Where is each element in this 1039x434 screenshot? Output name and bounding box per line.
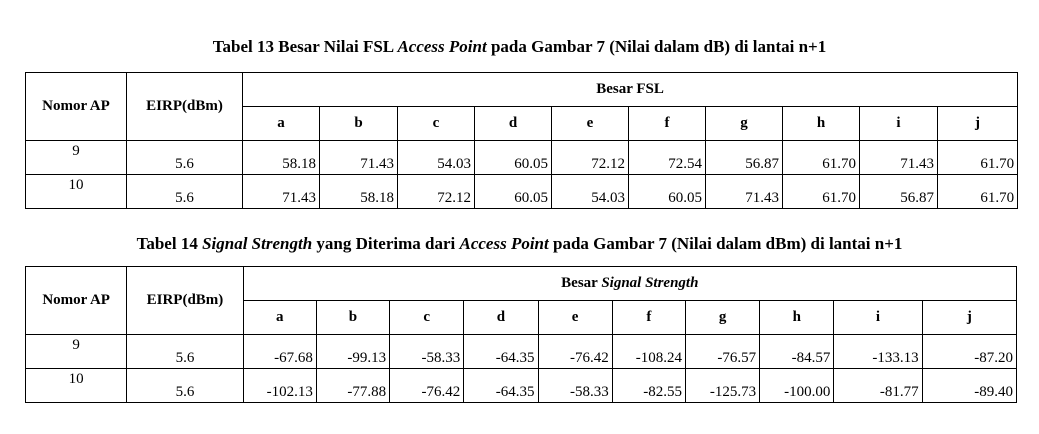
value-cell: -64.35 xyxy=(463,334,539,369)
eirp-cell: 5.6 xyxy=(126,140,243,175)
eirp-cell: 5.6 xyxy=(126,174,243,209)
column-header-h: h xyxy=(782,106,860,141)
value-cell: 60.05 xyxy=(628,174,706,209)
eirp-cell: 5.6 xyxy=(126,334,244,369)
caption-text: pada Gambar 7 (Nilai dalam dB) di lantai… xyxy=(486,37,827,56)
column-header-d: d xyxy=(474,106,552,141)
value-cell: -58.33 xyxy=(389,334,465,369)
value-cell: 54.03 xyxy=(551,174,629,209)
column-header-a: a xyxy=(242,300,317,335)
value-cell: -84.57 xyxy=(759,334,835,369)
value-cell: -125.73 xyxy=(684,368,761,403)
table-row: 10 5.6 71.43 58.18 72.12 60.05 54.03 60.05 71.43… xyxy=(25,174,1019,209)
value-cell: 56.87 xyxy=(859,174,938,209)
value-cell: -76.57 xyxy=(684,334,761,369)
value-cell: 71.43 xyxy=(242,174,320,209)
value-cell: -108.24 xyxy=(611,334,686,369)
value-cell: -99.13 xyxy=(315,334,391,369)
caption-italic: Access Point xyxy=(459,234,549,253)
caption-italic: Signal Strength xyxy=(202,234,313,253)
value-cell: 61.70 xyxy=(782,174,860,209)
value-cell: -58.33 xyxy=(537,368,613,403)
column-header-b: b xyxy=(315,300,391,335)
value-cell: -102.13 xyxy=(242,368,317,403)
column-header-j: j xyxy=(921,300,1018,335)
caption-text: yang Diterima dari xyxy=(312,234,460,253)
value-cell: -87.20 xyxy=(921,334,1018,369)
column-header-i: i xyxy=(833,300,923,335)
header-group-italic: Signal Strength xyxy=(601,275,699,291)
header-group-text: Besar xyxy=(561,275,602,291)
header-group: Besar FSL xyxy=(241,72,1019,107)
ap-number-cell: 10 xyxy=(24,368,128,403)
header-eirp: EIRP(dBm) xyxy=(126,266,244,335)
table-row: 9 5.6 58.18 71.43 54.03 60.05 72.12 72.54 56.87 6… xyxy=(25,140,1019,175)
value-cell: 71.43 xyxy=(705,174,783,209)
column-header-h: h xyxy=(759,300,835,335)
value-cell: 71.43 xyxy=(319,140,398,175)
value-cell: -81.77 xyxy=(833,368,923,403)
value-cell: -76.42 xyxy=(537,334,613,369)
signal-strength-table: Nomor AP EIRP(dBm) Besar Signal Strength… xyxy=(24,266,1018,403)
header-ap: Nomor AP xyxy=(25,72,127,141)
value-cell: 72.12 xyxy=(551,140,629,175)
eirp-cell: 5.6 xyxy=(126,368,244,403)
value-cell: -82.55 xyxy=(611,368,686,403)
caption-text: Tabel 14 xyxy=(136,234,203,253)
ap-number-cell: 9 xyxy=(25,140,127,175)
caption-italic: Access Point xyxy=(397,37,487,56)
column-header-e: e xyxy=(551,106,629,141)
value-cell: -77.88 xyxy=(315,368,391,403)
value-cell: 71.43 xyxy=(859,140,938,175)
value-cell: -76.42 xyxy=(389,368,465,403)
column-header-c: c xyxy=(389,300,465,335)
value-cell: -67.68 xyxy=(242,334,317,369)
header-eirp: EIRP(dBm) xyxy=(126,72,243,141)
column-header-d: d xyxy=(463,300,539,335)
value-cell: -64.35 xyxy=(463,368,539,403)
column-header-i: i xyxy=(859,106,938,141)
table-row: 9 5.6 -67.68 -99.13 -58.33 -64.35 -76.42 -108.2… xyxy=(24,334,1018,369)
value-cell: 60.05 xyxy=(474,174,552,209)
value-cell: 56.87 xyxy=(705,140,783,175)
ap-number-cell: 9 xyxy=(24,334,128,369)
column-header-j: j xyxy=(936,106,1019,141)
value-cell: -133.13 xyxy=(833,334,923,369)
table-14-caption: Tabel 14 Signal Strength yang Diterima d… xyxy=(0,234,1039,254)
value-cell: 72.54 xyxy=(628,140,706,175)
caption-text: Tabel 13 Besar Nilai FSL xyxy=(212,37,398,56)
column-header-e: e xyxy=(537,300,613,335)
column-header-b: b xyxy=(319,106,398,141)
column-header-c: c xyxy=(397,106,475,141)
ap-number-cell: 10 xyxy=(25,174,127,209)
column-header-a: a xyxy=(242,106,320,141)
value-cell: 60.05 xyxy=(474,140,552,175)
value-cell: -89.40 xyxy=(921,368,1018,403)
header-ap: Nomor AP xyxy=(24,266,128,335)
caption-text: pada Gambar 7 (Nilai dalam dBm) di lanta… xyxy=(548,234,903,253)
value-cell: 58.18 xyxy=(242,140,320,175)
value-cell: 72.12 xyxy=(397,174,475,209)
value-cell: 61.70 xyxy=(936,174,1019,209)
column-header-g: g xyxy=(705,106,783,141)
value-cell: 61.70 xyxy=(782,140,860,175)
table-row: 10 5.6 -102.13 -77.88 -76.42 -64.35 -58.33 -82.… xyxy=(24,368,1018,403)
column-header-f: f xyxy=(611,300,686,335)
column-header-f: f xyxy=(628,106,706,141)
value-cell: 61.70 xyxy=(936,140,1019,175)
value-cell: 54.03 xyxy=(397,140,475,175)
table-13-caption: Tabel 13 Besar Nilai FSL Access Point pa… xyxy=(0,37,1039,57)
value-cell: 58.18 xyxy=(319,174,398,209)
value-cell: -100.00 xyxy=(759,368,835,403)
header-group: Besar Signal Strength xyxy=(242,266,1018,301)
column-header-g: g xyxy=(684,300,761,335)
